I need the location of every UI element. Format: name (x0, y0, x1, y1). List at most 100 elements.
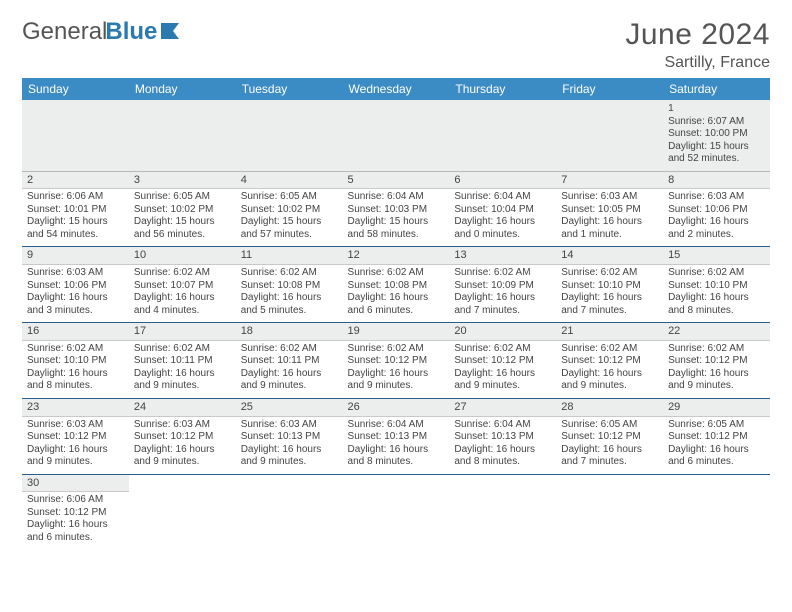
day-number: 17 (129, 323, 236, 341)
sunrise-text: Sunrise: 6:04 AM (348, 419, 445, 432)
daylight-text: Daylight: 16 hours and 9 minutes. (561, 368, 658, 393)
day-number: 15 (663, 247, 770, 265)
sunset-text: Sunset: 10:12 PM (27, 431, 124, 444)
sunrise-text: Sunrise: 6:06 AM (27, 494, 124, 507)
calendar-cell: 30Sunrise: 6:06 AMSunset: 10:12 PMDaylig… (22, 474, 129, 549)
weekday-header: Thursday (449, 78, 556, 100)
daylight-text: Daylight: 16 hours and 6 minutes. (348, 292, 445, 317)
sunset-text: Sunset: 10:12 PM (668, 355, 765, 368)
logo-text-1: General (22, 18, 107, 46)
sunset-text: Sunset: 10:07 PM (134, 280, 231, 293)
daylight-text: Daylight: 16 hours and 1 minute. (561, 216, 658, 241)
daylight-text: Daylight: 16 hours and 0 minutes. (454, 216, 551, 241)
sunrise-text: Sunrise: 6:02 AM (561, 343, 658, 356)
sunset-text: Sunset: 10:11 PM (134, 355, 231, 368)
daylight-text: Daylight: 16 hours and 4 minutes. (134, 292, 231, 317)
calendar-cell: 24Sunrise: 6:03 AMSunset: 10:12 PMDaylig… (129, 398, 236, 474)
calendar-cell: 23Sunrise: 6:03 AMSunset: 10:12 PMDaylig… (22, 398, 129, 474)
day-number: 22 (663, 323, 770, 341)
day-number: 4 (236, 172, 343, 190)
calendar-cell: 14Sunrise: 6:02 AMSunset: 10:10 PMDaylig… (556, 247, 663, 323)
sunset-text: Sunset: 10:09 PM (454, 280, 551, 293)
day-number: 6 (449, 172, 556, 190)
sunrise-text: Sunrise: 6:02 AM (241, 343, 338, 356)
daylight-text: Daylight: 16 hours and 6 minutes. (27, 519, 124, 544)
calendar-cell (236, 474, 343, 549)
day-number: 10 (129, 247, 236, 265)
calendar-cell (129, 474, 236, 549)
sunrise-text: Sunrise: 6:03 AM (561, 191, 658, 204)
calendar-cell (449, 474, 556, 549)
calendar-cell (663, 474, 770, 549)
weekday-header: Tuesday (236, 78, 343, 100)
day-number: 19 (343, 323, 450, 341)
daylight-text: Daylight: 16 hours and 2 minutes. (668, 216, 765, 241)
day-number: 1 (668, 103, 765, 116)
calendar-cell: 19Sunrise: 6:02 AMSunset: 10:12 PMDaylig… (343, 323, 450, 399)
daylight-text: Daylight: 16 hours and 8 minutes. (668, 292, 765, 317)
calendar-row: 9Sunrise: 6:03 AMSunset: 10:06 PMDayligh… (22, 247, 770, 323)
sunset-text: Sunset: 10:12 PM (134, 431, 231, 444)
sunset-text: Sunset: 10:13 PM (241, 431, 338, 444)
calendar-cell: 7Sunrise: 6:03 AMSunset: 10:05 PMDayligh… (556, 171, 663, 247)
calendar-cell: 13Sunrise: 6:02 AMSunset: 10:09 PMDaylig… (449, 247, 556, 323)
day-number: 14 (556, 247, 663, 265)
day-number: 21 (556, 323, 663, 341)
calendar-row: 30Sunrise: 6:06 AMSunset: 10:12 PMDaylig… (22, 474, 770, 549)
day-number: 24 (129, 399, 236, 417)
calendar-cell: 2Sunrise: 6:06 AMSunset: 10:01 PMDayligh… (22, 171, 129, 247)
sunrise-text: Sunrise: 6:04 AM (348, 191, 445, 204)
flag-icon (161, 23, 183, 39)
sunset-text: Sunset: 10:02 PM (241, 204, 338, 217)
calendar-cell: 6Sunrise: 6:04 AMSunset: 10:04 PMDayligh… (449, 171, 556, 247)
calendar-cell (236, 100, 343, 171)
location: Sartilly, France (625, 54, 770, 72)
weekday-header-row: Sunday Monday Tuesday Wednesday Thursday… (22, 78, 770, 100)
calendar-row: 2Sunrise: 6:06 AMSunset: 10:01 PM Dayligh… (22, 171, 770, 247)
daylight-text: Daylight: 16 hours and 8 minutes. (454, 444, 551, 469)
daylight-text: Daylight: 16 hours and 5 minutes. (241, 292, 338, 317)
calendar-cell (22, 100, 129, 171)
daylight-text: Daylight: 15 hours and 56 minutes. (134, 216, 231, 241)
sunrise-text: Sunrise: 6:05 AM (561, 419, 658, 432)
day-number: 2 (22, 172, 129, 190)
day-number: 28 (556, 399, 663, 417)
calendar-cell: 29Sunrise: 6:05 AMSunset: 10:12 PMDaylig… (663, 398, 770, 474)
calendar-cell (343, 100, 450, 171)
daylight-text: Daylight: 15 hours and 58 minutes. (348, 216, 445, 241)
day-number: 20 (449, 323, 556, 341)
day-number: 5 (343, 172, 450, 190)
day-number: 26 (343, 399, 450, 417)
sunrise-text: Sunrise: 6:04 AM (454, 419, 551, 432)
sunset-text: Sunset: 10:04 PM (454, 204, 551, 217)
month-title: June 2024 (625, 18, 770, 52)
sunrise-text: Sunrise: 6:06 AM (27, 191, 124, 204)
sunset-text: Sunset: 10:12 PM (668, 431, 765, 444)
sunrise-text: Sunrise: 6:02 AM (134, 267, 231, 280)
day-number: 16 (22, 323, 129, 341)
sunrise-text: Sunrise: 6:03 AM (134, 419, 231, 432)
sunset-text: Sunset: 10:05 PM (561, 204, 658, 217)
calendar-table: Sunday Monday Tuesday Wednesday Thursday… (22, 78, 770, 549)
sunrise-text: Sunrise: 6:02 AM (561, 267, 658, 280)
calendar-cell: 20Sunrise: 6:02 AMSunset: 10:12 PMDaylig… (449, 323, 556, 399)
sunset-text: Sunset: 10:08 PM (348, 280, 445, 293)
calendar-cell: 25Sunrise: 6:03 AMSunset: 10:13 PMDaylig… (236, 398, 343, 474)
sunrise-text: Sunrise: 6:03 AM (241, 419, 338, 432)
sunset-text: Sunset: 10:01 PM (27, 204, 124, 217)
calendar-cell: 8Sunrise: 6:03 AMSunset: 10:06 PMDayligh… (663, 171, 770, 247)
weekday-header: Sunday (22, 78, 129, 100)
sunrise-text: Sunrise: 6:03 AM (27, 267, 124, 280)
sunrise-text: Sunrise: 6:03 AM (668, 191, 765, 204)
calendar-row: 1Sunrise: 6:07 AMSunset: 10:00 PMDayligh… (22, 100, 770, 171)
header: GeneralBlue June 2024 Sartilly, France (22, 18, 770, 72)
daylight-text: Daylight: 16 hours and 9 minutes. (454, 368, 551, 393)
calendar-cell: 15Sunrise: 6:02 AMSunset: 10:10 PMDaylig… (663, 247, 770, 323)
calendar-cell: 9Sunrise: 6:03 AMSunset: 10:06 PMDayligh… (22, 247, 129, 323)
calendar-cell: 3Sunrise: 6:05 AMSunset: 10:02 PMDayligh… (129, 171, 236, 247)
day-number: 23 (22, 399, 129, 417)
sunrise-text: Sunrise: 6:05 AM (241, 191, 338, 204)
weekday-header: Wednesday (343, 78, 450, 100)
sunrise-text: Sunrise: 6:02 AM (454, 343, 551, 356)
day-number: 7 (556, 172, 663, 190)
